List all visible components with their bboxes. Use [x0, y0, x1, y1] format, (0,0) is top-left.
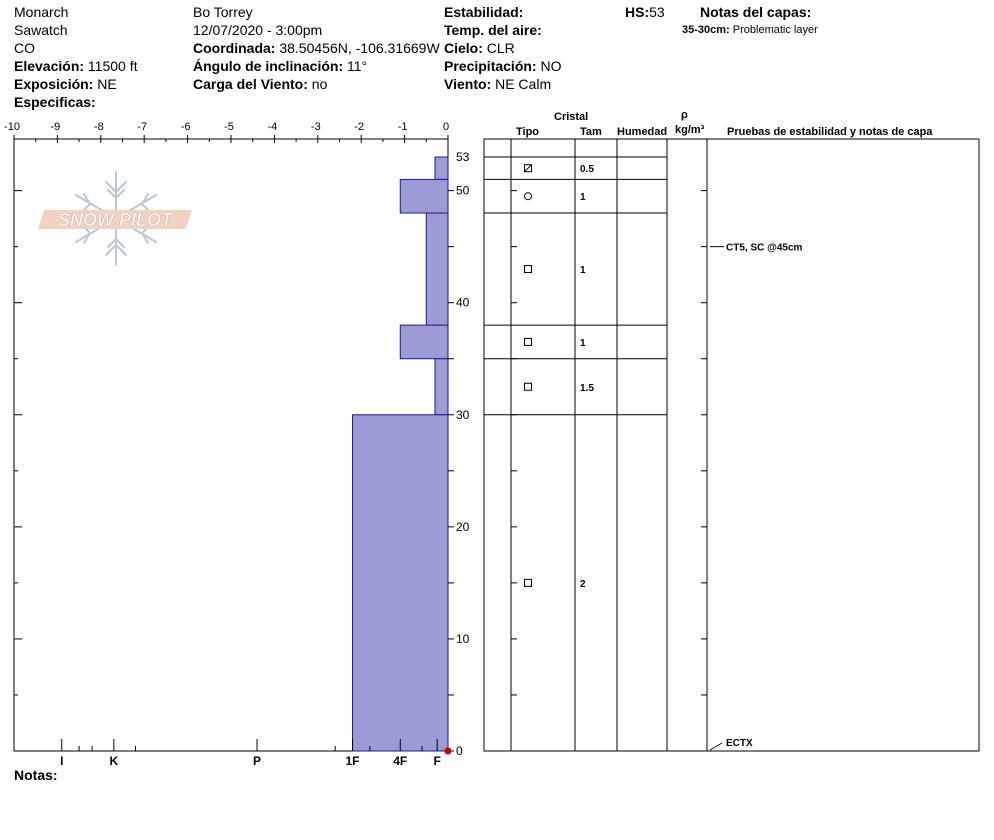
sky-label: Cielo: — [444, 40, 483, 56]
snowpilot-logo: SNOW PILOT — [38, 171, 192, 266]
grain-facet-round-mark — [524, 164, 532, 173]
precip-value: NO — [540, 58, 562, 74]
wind: Viento: NE Calm — [444, 76, 551, 92]
layer-note: 35-30cm: Problematic layer — [682, 24, 818, 37]
height-tick-label: 50 — [456, 184, 470, 198]
hardness-tick-label: -3 — [311, 121, 321, 133]
grain-size-3: 1 — [580, 265, 586, 276]
hardness-tick-label: -8 — [94, 121, 104, 133]
hardness-tick-label: -2 — [354, 121, 364, 133]
elevation: Elevación: 11500 ft — [14, 58, 137, 74]
hardness-label: 1F — [346, 754, 360, 768]
hardness-tick-label: -1 — [398, 121, 408, 133]
wind-load-label: Carga del Viento: — [193, 76, 308, 92]
slope-label: Ángulo de inclinación: — [193, 58, 344, 74]
logo-text: SNOW PILOT — [58, 210, 174, 230]
height-tick-label: 40 — [456, 296, 470, 310]
hs-value: 53 — [649, 4, 665, 20]
slope-angle: Ángulo de inclinación: 11° — [193, 58, 367, 74]
layer-table-frame — [483, 138, 980, 752]
hardness-label: P — [253, 754, 261, 768]
state: CO — [14, 40, 35, 56]
grain-facet-icon — [524, 337, 532, 346]
hardness-tick-label: -6 — [181, 121, 191, 133]
grain-facet-icon — [524, 578, 532, 587]
layer-note-text: Problematic layer — [732, 24, 818, 36]
observer: Bo Torrey — [193, 4, 253, 20]
tests-header: Pruebas de estabilidad y notas de capa — [727, 126, 933, 138]
hardness-label: F — [433, 754, 440, 768]
grain-facet-icon — [524, 164, 532, 173]
notes-label: Notas: — [14, 767, 58, 783]
aspect-value: NE — [97, 76, 117, 92]
grain-round-icon — [524, 192, 532, 201]
hardness-label: 4F — [393, 754, 407, 768]
hardness-tick-label: -7 — [137, 121, 147, 133]
hardness-bar-1 — [434, 156, 449, 180]
precipitation: Precipitación: NO — [444, 58, 561, 74]
hardness-tick-label: -4 — [268, 121, 278, 133]
coord-label: Coordinada: — [193, 40, 276, 56]
density-symbol: ρ — [681, 109, 688, 121]
hardness-tick-label: 0 — [443, 121, 449, 133]
wind-loading: Carga del Viento: no — [193, 76, 327, 92]
elevation-label: Elevación: — [14, 58, 85, 74]
wind-load-value: no — [311, 76, 328, 92]
grain-size-2: 1 — [580, 192, 586, 203]
hs-label: HS: — [625, 4, 650, 20]
hardness-bar-5 — [434, 358, 449, 416]
precip-label: Precipitación: — [444, 58, 537, 74]
hardness-label: K — [109, 754, 118, 768]
coordinates: Coordinada: 38.50456N, -106.31669W — [193, 40, 440, 56]
hardness-tick-label: -10 — [4, 121, 20, 133]
height-tick-label: 10 — [456, 632, 470, 646]
height-tick-label: 0 — [456, 744, 463, 758]
elevation-value: 11500 ft — [87, 58, 138, 74]
grain-facet-icon — [524, 382, 532, 391]
hardness-bar-4 — [399, 324, 449, 360]
ground-marker — [444, 747, 452, 755]
test-note-leader — [709, 742, 723, 751]
sky-value: CLR — [486, 40, 515, 56]
test-note-1: CT5, SC @45cm — [726, 243, 803, 254]
hardness-bar-2 — [399, 178, 449, 214]
wind-value: NE Calm — [495, 76, 552, 92]
layer-note-range: 35-30cm: — [682, 24, 730, 36]
density-unit: kg/m³ — [675, 124, 705, 136]
size-header: Tam — [580, 126, 602, 138]
grain-facet-icon — [524, 265, 532, 274]
moisture-header: Humedad — [617, 126, 668, 138]
grain-size-6: 2 — [580, 579, 586, 590]
datetime: 12/07/2020 - 3:00pm — [193, 22, 323, 38]
stability-label: Estabilidad: — [444, 4, 524, 20]
hardness-bar-6 — [352, 414, 449, 752]
crystal-header: Cristal — [554, 111, 589, 123]
hardness-bar-3 — [425, 212, 449, 326]
sky: Cielo: CLR — [444, 40, 515, 56]
slope-value: 11° — [347, 58, 368, 74]
mountain-range: Sawatch — [14, 22, 68, 38]
height-tick-label: 20 — [456, 520, 470, 534]
aspect-label: Exposición: — [14, 76, 94, 92]
layer-notes-title: Notas del capas: — [700, 4, 812, 20]
snow-height: HS:53 — [625, 4, 665, 20]
test-note-2: ECTX — [726, 738, 753, 749]
location: Monarch — [14, 4, 69, 20]
grain-size-5: 1.5 — [580, 383, 594, 394]
height-tick-label: 53 — [456, 150, 470, 164]
aspect: Exposición: NE — [14, 76, 117, 92]
air-temp-label: Temp. del aire: — [444, 22, 542, 38]
specifics-label: Especificas: — [14, 94, 96, 110]
grain-size-1: 0.5 — [580, 164, 594, 175]
height-tick-label: 30 — [456, 408, 470, 422]
wind-label: Viento: — [444, 76, 492, 92]
grain-size-4: 1 — [580, 338, 586, 349]
hardness-tick-label: -5 — [224, 121, 234, 133]
hardness-tick-label: -9 — [51, 121, 61, 133]
coord-value: 38.50456N, -106.31669W — [279, 40, 440, 56]
type-header: Tipo — [516, 126, 540, 138]
hardness-label: I — [60, 754, 63, 768]
